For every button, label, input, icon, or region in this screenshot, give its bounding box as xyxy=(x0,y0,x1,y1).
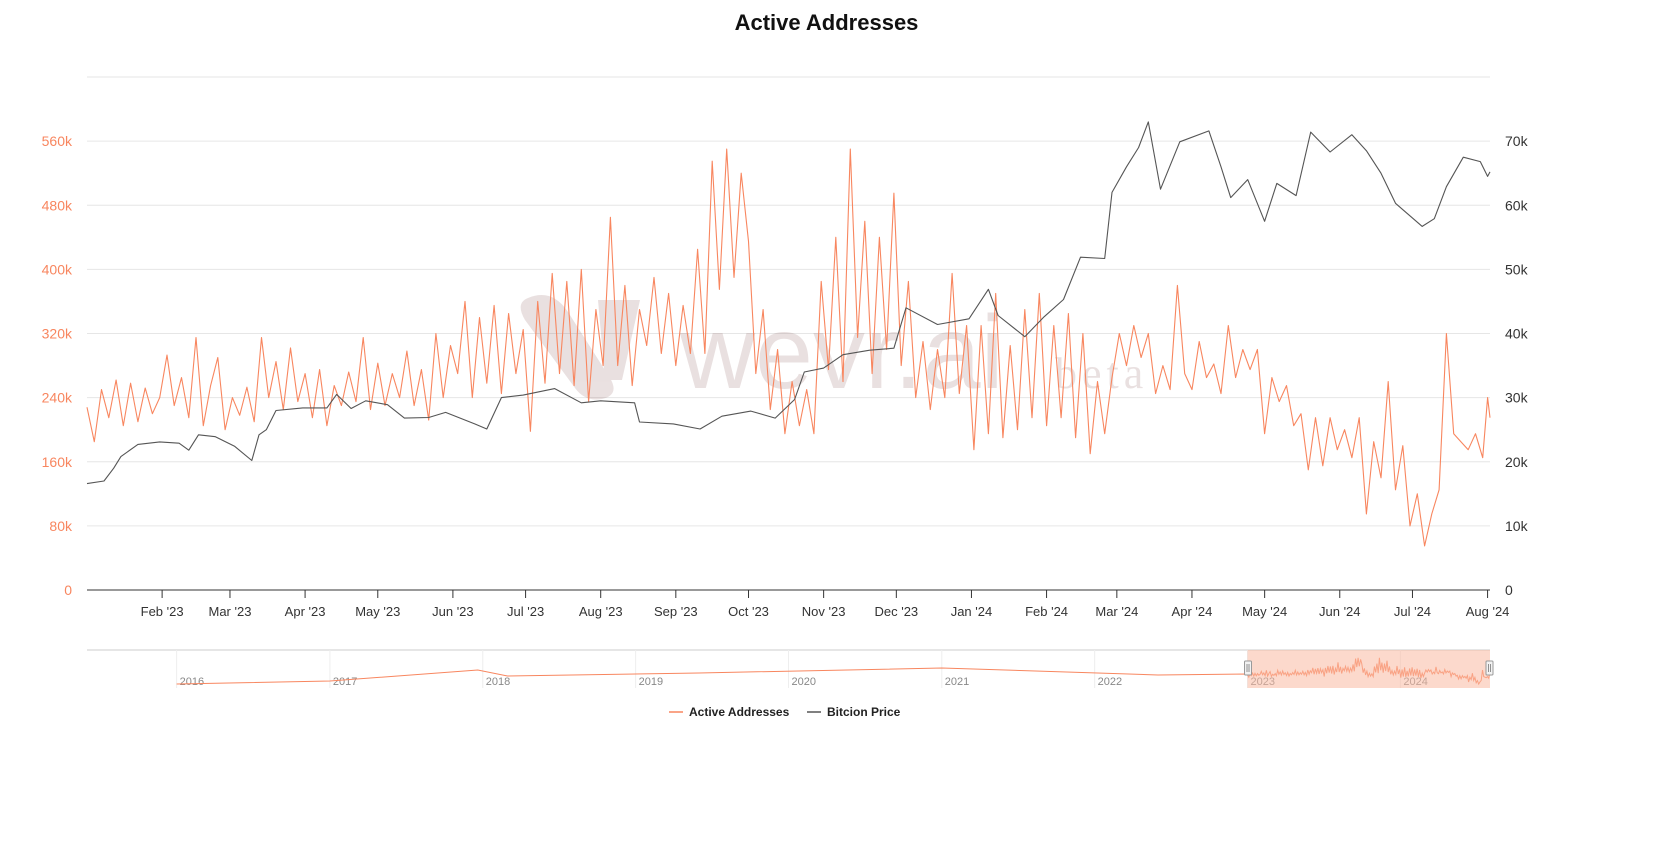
watermark-logo-mark-2 xyxy=(598,300,640,380)
x-tick-label: Apr '23 xyxy=(285,604,326,619)
y-right-tick-label: 30k xyxy=(1505,390,1529,406)
x-tick-label: Feb '24 xyxy=(1025,604,1068,619)
legend-label: Active Addresses xyxy=(689,705,790,719)
y-left-tick-label: 80k xyxy=(49,518,73,534)
x-tick-label: May '23 xyxy=(355,604,400,619)
x-tick-label: Mar '23 xyxy=(208,604,251,619)
y-right-tick-label: 0 xyxy=(1505,582,1513,598)
watermark-suffix: beta xyxy=(1055,349,1148,398)
y-left-tick-label: 160k xyxy=(42,454,73,470)
legend-item-bitcoin-price[interactable]: Bitcion Price xyxy=(807,705,901,719)
x-tick-label: Jul '23 xyxy=(507,604,544,619)
x-tick-label: Aug '23 xyxy=(579,604,623,619)
x-tick-label: Jun '23 xyxy=(432,604,474,619)
x-tick-label: Jan '24 xyxy=(951,604,993,619)
x-tick-label: Aug '24 xyxy=(1466,604,1510,619)
x-tick-label: Feb '23 xyxy=(141,604,184,619)
x-tick-label: Nov '23 xyxy=(802,604,846,619)
y-left-tick-label: 560k xyxy=(42,133,73,149)
x-tick-label: Dec '23 xyxy=(874,604,918,619)
x-tick-label: Sep '23 xyxy=(654,604,698,619)
navigator-year-label: 2022 xyxy=(1098,676,1122,688)
navigator-left-handle[interactable] xyxy=(1244,660,1253,676)
y-left-tick-label: 0 xyxy=(64,582,72,598)
legend-label: Bitcion Price xyxy=(827,705,901,719)
y-left-tick-label: 480k xyxy=(42,197,73,213)
x-tick-label: Jul '24 xyxy=(1394,604,1431,619)
y-right-tick-label: 10k xyxy=(1505,518,1529,534)
y-right-tick-label: 60k xyxy=(1505,197,1529,213)
y-left-tick-label: 240k xyxy=(42,390,73,406)
legend-item-active-addresses[interactable]: Active Addresses xyxy=(669,705,790,719)
y-right-tick-label: 40k xyxy=(1505,326,1529,342)
y-right-tick-label: 70k xyxy=(1505,133,1529,149)
navigator-right-handle[interactable] xyxy=(1485,660,1494,676)
x-tick-label: Oct '23 xyxy=(728,604,769,619)
x-tick-label: Apr '24 xyxy=(1172,604,1213,619)
navigator[interactable]: 201620172018201920202021202220232024 xyxy=(87,649,1494,688)
navigator-year-label: 2017 xyxy=(333,676,357,688)
y-left-tick-label: 320k xyxy=(42,326,73,342)
chart-title: Active Addresses xyxy=(734,10,919,35)
axes: 0 80k 160k 240k 320k 400k 480k 560k 0 10k 20k 30k 40… xyxy=(42,133,1529,619)
navigator-year-label: 2020 xyxy=(792,676,816,688)
legend: Active Addresses Bitcion Price xyxy=(669,705,901,719)
navigator-year-label: 2018 xyxy=(486,676,510,688)
navigator-year-label: 2016 xyxy=(180,676,204,688)
y-left-tick-label: 400k xyxy=(42,261,73,277)
grid-lines xyxy=(87,76,1490,527)
series-active-addresses-line xyxy=(86,148,1491,547)
y-right-tick-label: 20k xyxy=(1505,454,1529,470)
x-tick-label: Mar '24 xyxy=(1095,604,1138,619)
navigator-selected-range[interactable] xyxy=(1247,650,1490,688)
x-tick-label: May '24 xyxy=(1242,604,1287,619)
series-bitcoin-price-line xyxy=(86,121,1491,485)
x-tick-label: Jun '24 xyxy=(1319,604,1361,619)
navigator-year-label: 2021 xyxy=(945,676,969,688)
y-right-tick-label: 50k xyxy=(1505,261,1529,277)
navigator-year-label: 2019 xyxy=(639,676,663,688)
series-layer xyxy=(86,121,1491,547)
